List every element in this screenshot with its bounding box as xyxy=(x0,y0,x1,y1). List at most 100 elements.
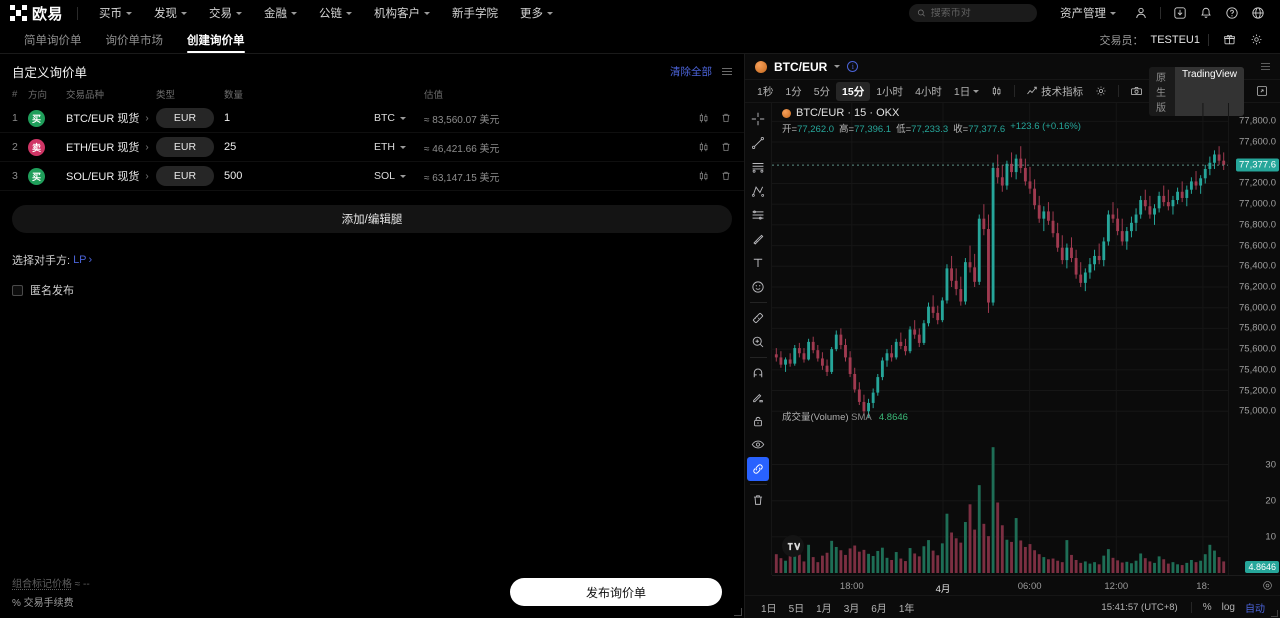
row-unit[interactable]: SOL xyxy=(374,170,424,182)
settings-gear-icon[interactable] xyxy=(1244,28,1268,52)
search-input[interactable] xyxy=(930,7,1029,19)
range-1d[interactable]: 1日 xyxy=(761,603,777,615)
hide-drawings-eye-icon[interactable] xyxy=(747,433,769,457)
notifications-bell-icon[interactable] xyxy=(1194,1,1218,25)
okx-logo[interactable]: 欧易 xyxy=(10,3,63,24)
unit-select[interactable]: ETH xyxy=(374,141,424,153)
row-unit[interactable]: ETH xyxy=(374,141,424,153)
type-pill[interactable]: EUR xyxy=(156,108,214,128)
table-row[interactable]: 3 买 SOL/EUR 现货 › EUR 500 SOL ≈ 63,147.15 … xyxy=(0,162,744,191)
nav-item-trade[interactable]: 交易 xyxy=(198,0,253,26)
log-scale-button[interactable]: log xyxy=(1221,601,1235,613)
time-axis-settings-icon[interactable] xyxy=(1262,580,1273,591)
fib-retracement-tool-icon[interactable] xyxy=(747,203,769,227)
publish-rfq-button[interactable]: 发布询价单 xyxy=(510,578,722,606)
trend-line-tool-icon[interactable] xyxy=(747,131,769,155)
language-globe-icon[interactable] xyxy=(1246,1,1270,25)
horizontal-lines-tool-icon[interactable] xyxy=(747,155,769,179)
unit-select[interactable]: BTC xyxy=(374,112,424,124)
magnet-tool-icon[interactable] xyxy=(747,361,769,385)
candles-icon[interactable] xyxy=(698,141,710,153)
row-type[interactable]: EUR xyxy=(156,108,224,128)
row-type[interactable]: EUR xyxy=(156,166,224,186)
row-unit[interactable]: BTC xyxy=(374,112,424,124)
chart-type-candles-icon[interactable] xyxy=(985,83,1009,99)
tab-create-rfq[interactable]: 创建询价单 xyxy=(175,26,257,53)
timeframe-15m[interactable]: 15分 xyxy=(836,81,871,101)
chart-plot-area[interactable]: BTC/EUR · 15 · OKX 开=77,262.0 高=77,396.1… xyxy=(772,103,1228,575)
user-account-icon[interactable] xyxy=(1129,1,1153,25)
direction-badge-buy[interactable]: 买 xyxy=(28,167,45,185)
clear-all-button[interactable]: 清除全部 xyxy=(670,65,712,78)
info-icon[interactable]: i xyxy=(847,61,859,72)
range-1y[interactable]: 1年 xyxy=(898,603,915,615)
nav-item-institutional[interactable]: 机构客户 xyxy=(363,0,441,26)
anonymous-publish-checkbox[interactable]: 匿名发布 xyxy=(12,282,732,298)
nav-item-asset-management[interactable]: 资产管理 xyxy=(1049,0,1127,26)
row-symbol[interactable]: ETH/EUR 现货 › xyxy=(66,139,156,155)
delete-row-icon[interactable] xyxy=(720,112,732,124)
gift-box-icon[interactable] xyxy=(1217,28,1241,52)
chart-panel-menu-icon[interactable] xyxy=(1261,63,1270,70)
quantity-input[interactable]: 25 xyxy=(224,141,237,153)
drawing-mode-tool-icon[interactable] xyxy=(747,385,769,409)
measure-ruler-tool-icon[interactable] xyxy=(747,306,769,330)
chevron-down-icon[interactable] xyxy=(834,65,841,68)
help-icon[interactable] xyxy=(1220,1,1244,25)
pitchfork-tool-icon[interactable] xyxy=(747,179,769,203)
range-6m[interactable]: 6月 xyxy=(871,603,887,615)
range-5d[interactable]: 5日 xyxy=(788,603,805,615)
counterparty-select[interactable]: LP › xyxy=(73,254,92,266)
nav-item-buy-crypto[interactable]: 买币 xyxy=(88,0,143,26)
row-symbol[interactable]: SOL/EUR 现货 › xyxy=(66,168,156,184)
unit-select[interactable]: SOL xyxy=(374,170,424,182)
candles-icon[interactable] xyxy=(698,112,710,124)
direction-badge-buy[interactable]: 买 xyxy=(28,109,45,127)
price-axis[interactable]: 77,800.077,600.077,400.077,200.077,000.0… xyxy=(1228,103,1280,575)
delete-row-icon[interactable] xyxy=(720,170,732,182)
crosshair-tool-icon[interactable] xyxy=(747,107,769,131)
quantity-input[interactable]: 500 xyxy=(224,170,243,182)
quantity-input[interactable]: 1 xyxy=(224,112,231,124)
text-tool-icon[interactable] xyxy=(747,251,769,275)
row-direction[interactable]: 卖 xyxy=(28,138,66,156)
timeframe-4h[interactable]: 4小时 xyxy=(909,82,948,101)
zoom-in-tool-icon[interactable] xyxy=(747,330,769,354)
sync-drawings-link-icon[interactable] xyxy=(747,457,769,481)
emoji-tool-icon[interactable] xyxy=(747,275,769,299)
chart-settings-gear-icon[interactable] xyxy=(1089,83,1113,99)
type-pill[interactable]: EUR xyxy=(156,137,214,157)
resize-handle[interactable] xyxy=(734,608,742,616)
candles-icon[interactable] xyxy=(698,170,710,182)
add-edit-leg-button[interactable]: 添加/编辑腿 xyxy=(12,205,732,233)
tab-rfq-market[interactable]: 询价单市场 xyxy=(94,26,176,53)
range-1m[interactable]: 1月 xyxy=(816,603,832,615)
checkbox-box[interactable] xyxy=(12,284,23,296)
row-type[interactable]: EUR xyxy=(156,137,224,157)
row-direction[interactable]: 买 xyxy=(28,167,66,185)
lock-drawings-icon[interactable] xyxy=(747,409,769,433)
brush-tool-icon[interactable] xyxy=(747,227,769,251)
chart-snapshot-icon[interactable] xyxy=(1124,83,1149,99)
type-pill[interactable]: EUR xyxy=(156,166,214,186)
download-icon[interactable] xyxy=(1168,1,1192,25)
timeframe-1h[interactable]: 1小时 xyxy=(870,82,909,101)
nav-item-discover[interactable]: 发现 xyxy=(143,0,198,26)
fullscreen-icon[interactable] xyxy=(1250,83,1274,99)
tab-simple-rfq[interactable]: 简单询价单 xyxy=(12,26,94,53)
delete-row-icon[interactable] xyxy=(720,141,732,153)
chart-view-toggle[interactable]: 原生版 TradingView xyxy=(1149,66,1244,116)
timeframe-1d[interactable]: 1日 xyxy=(948,82,985,101)
row-direction[interactable]: 买 xyxy=(28,109,66,127)
direction-badge-sell[interactable]: 卖 xyxy=(28,138,45,156)
timeframe-5m[interactable]: 5分 xyxy=(808,82,836,101)
range-3m[interactable]: 3月 xyxy=(843,603,860,615)
technical-indicators-button[interactable]: 技术指标 xyxy=(1020,82,1089,101)
percent-scale-button[interactable]: % xyxy=(1202,601,1212,613)
time-axis[interactable]: 18:00 4月 06:00 12:00 18: xyxy=(772,575,1280,595)
timeframe-1s[interactable]: 1秒 xyxy=(751,82,779,101)
nav-item-chain[interactable]: 公链 xyxy=(308,0,363,26)
view-tradingview-option[interactable]: TradingView xyxy=(1174,66,1244,116)
table-row[interactable]: 1 买 BTC/EUR 现货 › EUR 1 BTC ≈ 83,560.07 美元 xyxy=(0,104,744,133)
auto-scale-button[interactable]: 自动 xyxy=(1245,603,1265,615)
